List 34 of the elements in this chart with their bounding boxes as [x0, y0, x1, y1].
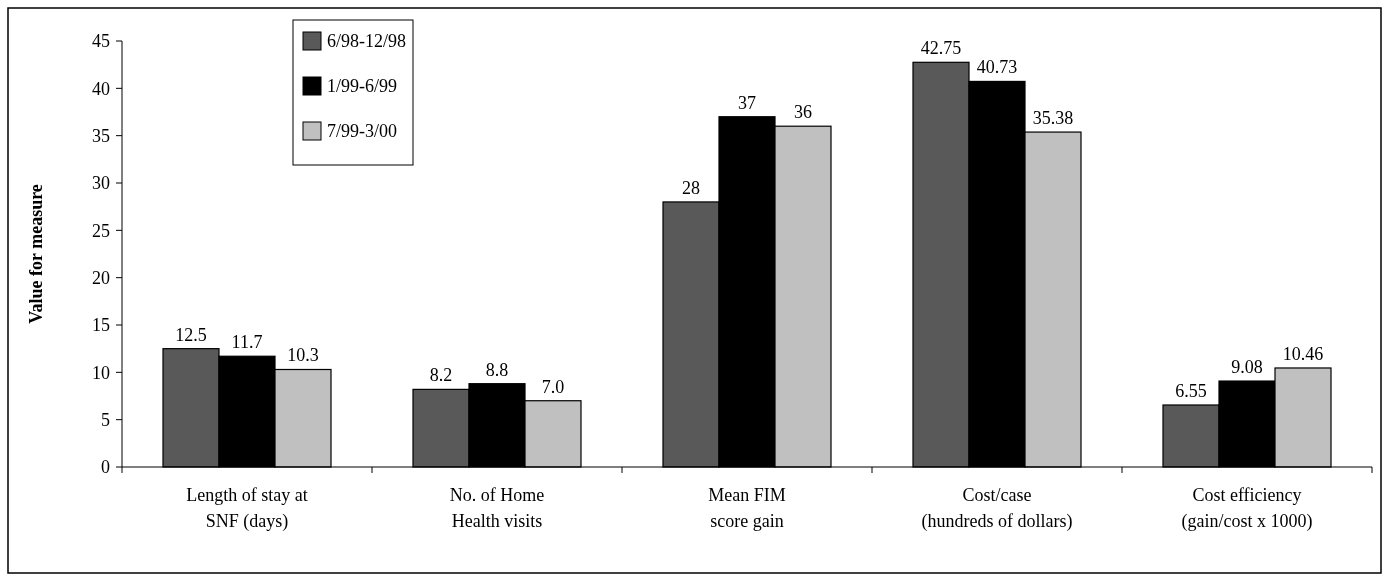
legend-label: 1/99-6/99 — [327, 76, 397, 97]
data-label: 8.8 — [485, 359, 509, 380]
x-tick-label: No. of Home Health visits — [449, 485, 545, 531]
y-tick-label: 45 — [92, 31, 110, 52]
data-label: 8.2 — [429, 365, 453, 386]
y-tick-label: 0 — [101, 457, 110, 478]
data-label: 40.73 — [976, 57, 1018, 78]
data-label: 42.75 — [920, 38, 962, 59]
y-tick-label: 25 — [92, 220, 110, 241]
x-tick-label: Length of stay at SNF (days) — [186, 485, 308, 532]
x-tick-label: Cost/case (hundreds of dollars) — [921, 485, 1073, 532]
data-label: 37 — [738, 92, 756, 113]
data-label: 12.5 — [175, 324, 207, 345]
y-axis-title: Value for measure — [26, 184, 46, 324]
legend-label: 6/98-12/98 — [327, 31, 406, 52]
data-label: 7.0 — [541, 376, 565, 397]
data-label: 36 — [794, 102, 812, 123]
y-tick-label: 40 — [92, 78, 110, 99]
y-tick-label: 20 — [92, 267, 110, 288]
data-label: 10.3 — [287, 345, 319, 366]
x-tick-label: Cost efficiency (gain/cost x 1000) — [1181, 485, 1313, 532]
data-label: 35.38 — [1032, 108, 1074, 129]
legend-label: 7/99-3/00 — [327, 121, 397, 142]
y-tick-label: 15 — [92, 315, 110, 336]
y-tick-label: 10 — [92, 362, 110, 383]
data-label: 28 — [682, 177, 700, 198]
data-label: 9.08 — [1231, 357, 1263, 378]
data-label: 6.55 — [1175, 380, 1207, 401]
y-tick-label: 35 — [92, 125, 110, 146]
y-tick-label: 5 — [101, 409, 110, 430]
x-tick-label: Mean FIM score gain — [708, 485, 786, 531]
data-label: 10.46 — [1282, 343, 1324, 364]
data-label: 11.7 — [231, 332, 263, 353]
y-tick-label: 30 — [92, 173, 110, 194]
